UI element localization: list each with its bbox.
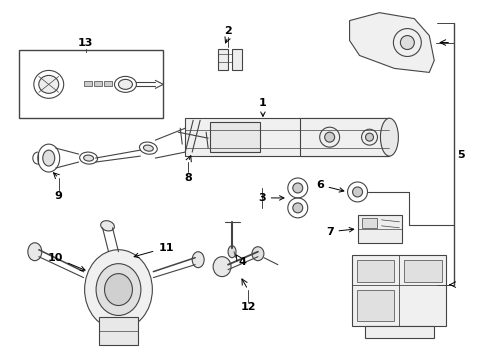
- Ellipse shape: [96, 264, 141, 316]
- Ellipse shape: [252, 247, 263, 261]
- Circle shape: [352, 187, 362, 197]
- Ellipse shape: [105, 273, 132, 306]
- Bar: [93, 81, 101, 86]
- Ellipse shape: [143, 145, 153, 151]
- Text: 4: 4: [238, 257, 245, 267]
- Bar: [231, 49, 242, 70]
- Ellipse shape: [83, 155, 93, 161]
- Bar: [404, 260, 441, 282]
- Bar: [351, 255, 445, 326]
- Polygon shape: [349, 12, 433, 72]
- Circle shape: [365, 133, 373, 141]
- Circle shape: [292, 203, 302, 213]
- Ellipse shape: [212, 257, 230, 277]
- Bar: [210, 122, 259, 152]
- Text: 12: 12: [240, 302, 255, 312]
- Text: 11: 11: [134, 243, 173, 258]
- Text: 10: 10: [47, 253, 85, 271]
- Bar: [299, 118, 389, 156]
- Text: 13: 13: [78, 37, 93, 47]
- Text: 2: 2: [224, 26, 231, 36]
- Text: 3: 3: [257, 193, 283, 203]
- Bar: [103, 81, 111, 86]
- Ellipse shape: [39, 75, 59, 93]
- Bar: [356, 260, 393, 282]
- Circle shape: [324, 132, 334, 142]
- Bar: [185, 118, 389, 156]
- Text: 9: 9: [55, 191, 62, 201]
- Circle shape: [400, 36, 413, 50]
- Ellipse shape: [379, 118, 397, 156]
- Text: 6: 6: [315, 180, 343, 192]
- Ellipse shape: [43, 150, 55, 166]
- Text: 8: 8: [184, 173, 192, 183]
- Ellipse shape: [227, 246, 236, 258]
- Ellipse shape: [28, 243, 42, 261]
- Circle shape: [292, 183, 302, 193]
- Text: 5: 5: [456, 150, 464, 160]
- Bar: [361, 218, 377, 228]
- Bar: [98, 317, 138, 345]
- Bar: [83, 81, 91, 86]
- Ellipse shape: [118, 79, 132, 89]
- Bar: [357, 215, 402, 243]
- Ellipse shape: [192, 252, 204, 268]
- Text: 7: 7: [325, 227, 353, 237]
- Bar: [356, 290, 393, 321]
- Bar: [218, 49, 227, 70]
- Ellipse shape: [84, 250, 152, 330]
- Ellipse shape: [101, 221, 114, 231]
- Text: 1: 1: [258, 98, 266, 116]
- Bar: [19, 50, 163, 118]
- Bar: [364, 326, 433, 338]
